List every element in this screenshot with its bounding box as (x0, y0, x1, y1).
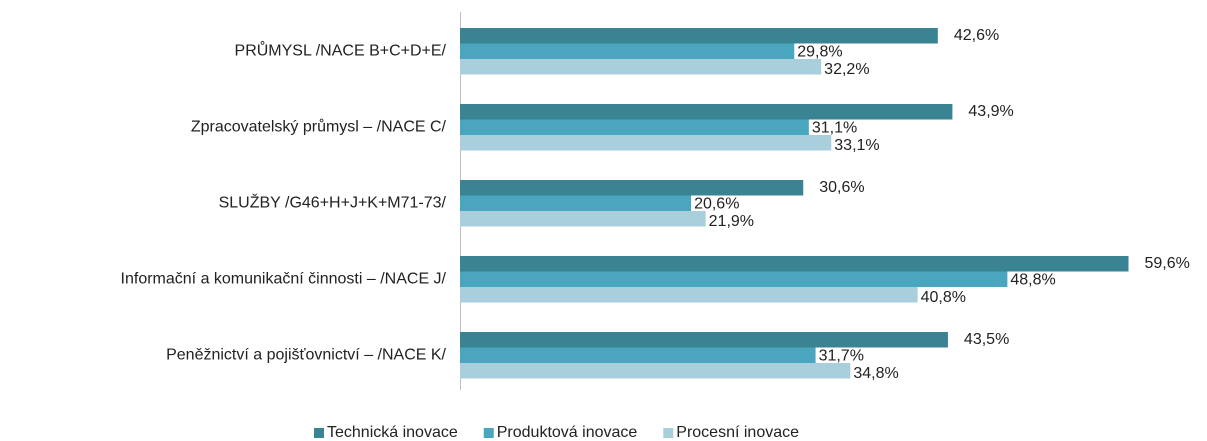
data-label: 31,7% (819, 347, 864, 364)
bar (460, 28, 938, 44)
data-label: 30,6% (819, 179, 864, 196)
bar (460, 59, 822, 75)
category-label: PRŮMYSL /NACE B+C+D+E/ (235, 40, 447, 59)
bar (460, 347, 816, 363)
category-label: Peněžnictví a pojišťovnictví – /NACE K/ (166, 346, 446, 363)
data-label: 48,8% (1010, 271, 1055, 288)
category-label: Zpracovatelský průmysl – /NACE C/ (191, 117, 447, 135)
data-label: 40,8% (921, 289, 966, 306)
legend-label: Produktová inovace (497, 424, 638, 441)
bar (460, 180, 804, 196)
bar (460, 119, 809, 135)
data-label: 33,1% (834, 137, 879, 154)
data-label: 34,8% (853, 365, 898, 382)
bar (460, 195, 692, 211)
bar (460, 287, 918, 303)
bar (460, 256, 1129, 272)
bar (460, 211, 706, 227)
bar (460, 271, 1008, 287)
legend-label: Procesní inovace (676, 424, 799, 441)
bar (460, 104, 953, 120)
category-label: Informační a komunikační činnosti – /NAC… (121, 270, 447, 287)
bar (460, 363, 851, 379)
data-label: 31,1% (812, 119, 857, 136)
legend-swatch (314, 428, 324, 438)
legend-label: Technická inovace (327, 424, 458, 441)
data-label: 20,6% (694, 195, 739, 212)
data-label: 43,5% (964, 331, 1009, 348)
data-label: 43,9% (968, 103, 1013, 120)
data-label: 21,9% (709, 213, 754, 230)
data-label: 42,6% (954, 27, 999, 44)
data-label: 59,6% (1145, 255, 1190, 272)
bar (460, 332, 948, 348)
bar (460, 135, 832, 151)
legend-swatch (663, 428, 674, 438)
category-label: SLUŽBY /G46+H+J+K+M71-73/ (219, 192, 447, 211)
bar (460, 43, 795, 59)
data-label: 29,8% (797, 43, 842, 60)
data-label: 32,2% (824, 61, 869, 78)
legend-swatch (483, 428, 494, 438)
